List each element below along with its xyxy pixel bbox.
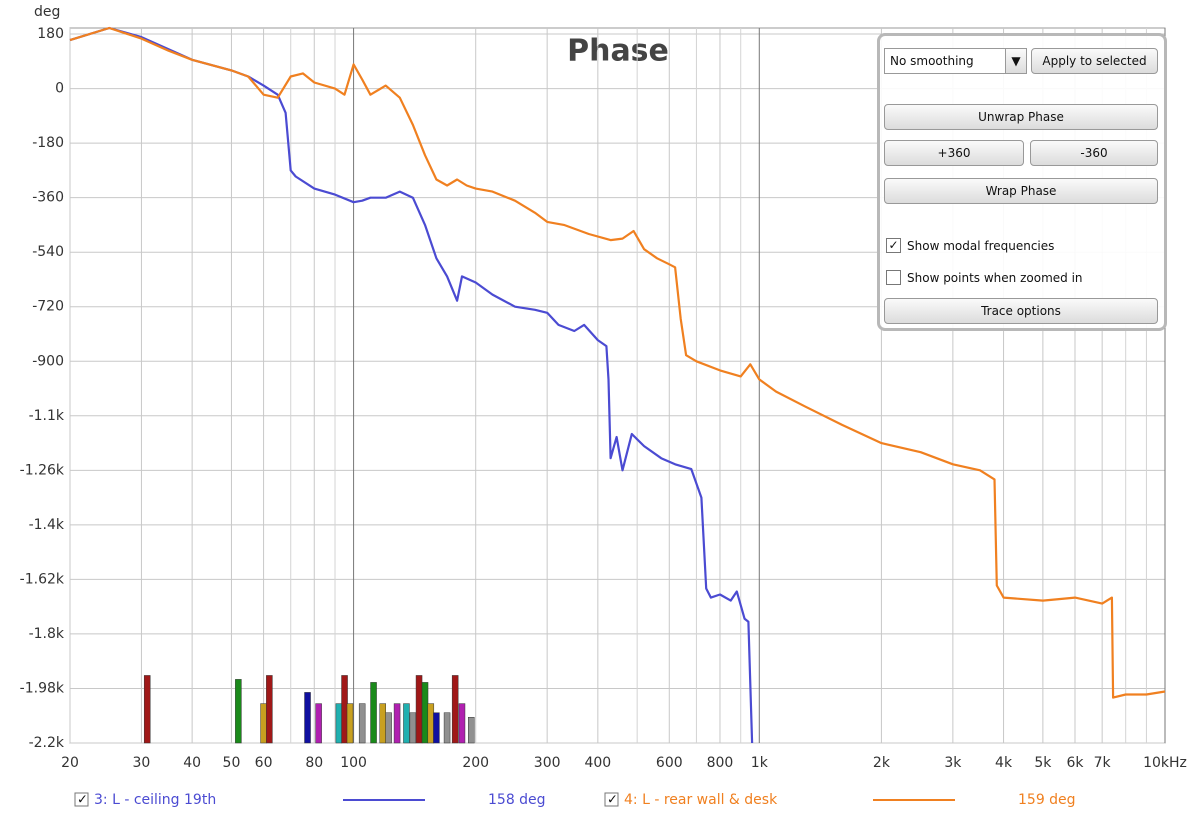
y-tick-label: 0 (55, 81, 64, 97)
x-tick-label: 400 (584, 755, 611, 771)
y-axis-label: deg (34, 4, 60, 20)
y-tick-label: -360 (32, 190, 64, 206)
y-tick-label: -540 (32, 244, 64, 260)
modal-bar (346, 703, 354, 744)
y-tick-label: -1.1k (29, 408, 65, 424)
chart-title: Phase (567, 34, 669, 69)
y-tick-label: -2.2k (29, 735, 65, 751)
trace-line (69, 26, 754, 744)
trace-line (69, 26, 1166, 699)
x-tick-label: 6k (1066, 755, 1084, 771)
control-panel: No smoothing ▼ Apply to selected Unwrap … (877, 33, 1167, 331)
y-tick-label: -180 (32, 135, 64, 151)
modal-bar (458, 703, 466, 744)
modal-bar (143, 675, 151, 744)
x-tick-label: 200 (462, 755, 489, 771)
modal-bar (315, 703, 322, 744)
y-tick-label: -1.26k (20, 462, 65, 478)
x-tick-label: 100 (340, 755, 367, 771)
x-tick-label: 800 (707, 755, 734, 771)
x-tick-label: 2k (873, 755, 891, 771)
modal-bar (451, 675, 459, 744)
minus360-button[interactable]: -360 (1030, 140, 1158, 166)
apply-button[interactable]: Apply to selected (1031, 48, 1158, 74)
legend-label: 4: L - rear wall & desk (624, 792, 778, 808)
modal-bar (370, 682, 377, 744)
modal-bar (409, 712, 417, 744)
y-tick-label: -1.4k (29, 517, 65, 533)
modal-bar (304, 692, 311, 744)
trace-button[interactable]: Trace options (884, 298, 1158, 324)
modal-checkbox[interactable]: ✓ Show modal frequencies (886, 238, 1054, 253)
unwrap-button[interactable]: Unwrap Phase (884, 104, 1158, 130)
y-tick-label: -1.8k (29, 626, 65, 642)
checkbox-label: Show points when zoomed in (907, 270, 1083, 285)
y-tick-label: 180 (37, 26, 64, 42)
points-checkbox[interactable]: Show points when zoomed in (886, 270, 1083, 285)
legend-check: ✓ (607, 793, 618, 808)
x-tick-label: 300 (534, 755, 561, 771)
legend-readout: 159 deg (1018, 792, 1076, 808)
modal-bar (266, 675, 273, 744)
modal-bar (358, 703, 366, 744)
y-tick-label: -900 (32, 353, 64, 369)
modal-bar (335, 703, 343, 744)
x-tick-label: 1k (751, 755, 769, 771)
modal-bar (467, 716, 475, 744)
x-tick-label: 3k (944, 755, 962, 771)
legend-label: 3: L - ceiling 19th (94, 792, 216, 808)
modal-bar (421, 682, 429, 744)
modal-bar (385, 712, 392, 744)
modal-bar (379, 703, 386, 744)
smoothing-dropdown[interactable]: No smoothing (884, 48, 1027, 74)
legend-checkbox (604, 792, 619, 807)
modal-bar (433, 712, 440, 744)
x-tick-label: 80 (305, 755, 323, 771)
x-tick-label: 7k (1094, 755, 1112, 771)
modal-bar (415, 675, 423, 744)
modal-bar (235, 679, 242, 744)
dropdown-text: No smoothing (890, 54, 974, 68)
x-tick-label: 60 (255, 755, 273, 771)
modal-bar (427, 703, 435, 744)
modal-bar (403, 703, 410, 744)
x-tick-label: 20 (61, 755, 79, 771)
legend-check: ✓ (77, 793, 88, 808)
x-tick-label: 5k (1034, 755, 1052, 771)
x-tick-label: 30 (133, 755, 151, 771)
modal-bar (260, 703, 267, 744)
y-tick-label: -1.62k (20, 571, 65, 587)
checkbox (886, 270, 901, 285)
modal-bar (443, 712, 451, 744)
legend-readout: 158 deg (488, 792, 546, 808)
x-tick-label: 50 (223, 755, 241, 771)
legend-checkbox (74, 792, 89, 807)
x-tick-label: 4k (995, 755, 1013, 771)
x-tick-label: 600 (656, 755, 683, 771)
plus360-button[interactable]: +360 (884, 140, 1024, 166)
y-tick-label: -720 (32, 299, 64, 315)
modal-bar (341, 675, 348, 744)
x-tick-label: 40 (183, 755, 201, 771)
wrap-button[interactable]: Wrap Phase (884, 178, 1158, 204)
x-tick-label: 10kHz (1143, 755, 1187, 771)
modal-bar (393, 703, 401, 744)
y-tick-label: -1.98k (20, 680, 65, 696)
dropdown-arrow[interactable]: ▼ (1005, 48, 1027, 74)
checkbox: ✓ (886, 238, 901, 253)
checkbox-label: Show modal frequencies (907, 238, 1055, 253)
